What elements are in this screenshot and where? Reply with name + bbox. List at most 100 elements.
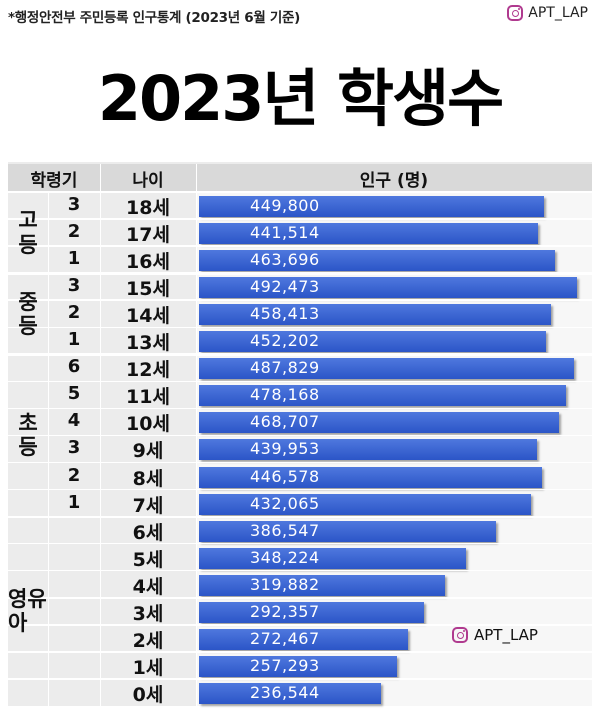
data-label: 458,413: [250, 304, 320, 324]
watermark-label: APT_LAP: [474, 626, 538, 644]
age-label: 12세: [126, 359, 170, 382]
group-label-char: 등: [18, 313, 38, 338]
age-label: 6세: [132, 521, 164, 544]
data-label: 386,547: [250, 520, 320, 540]
grade-label: 6: [67, 356, 81, 378]
table-header-background: [8, 164, 592, 191]
data-bar: [199, 385, 567, 407]
age-label: 3세: [132, 602, 164, 625]
data-bar: [199, 304, 552, 326]
age-label: 9세: [132, 440, 164, 463]
row-divider: [8, 542, 592, 545]
grade-label: 5: [67, 383, 81, 405]
data-bar: [199, 196, 545, 217]
age-label: 4세: [132, 575, 164, 598]
data-label: 446,578: [250, 466, 320, 486]
data-label: 478,168: [250, 385, 320, 405]
data-label: 468,707: [250, 412, 320, 432]
row-divider: [8, 191, 592, 193]
age-label: 13세: [126, 332, 170, 355]
group-label-char: 등: [18, 232, 38, 257]
row-divider: [8, 624, 592, 626]
data-label: 257,293: [250, 655, 320, 675]
data-label: 292,357: [250, 601, 320, 621]
age-label: 8세: [132, 467, 164, 490]
header-population: 인구 (명): [359, 171, 429, 191]
group-label-char: 중: [18, 289, 38, 314]
group-label-char: 영유아: [8, 587, 47, 636]
age-label: 14세: [126, 305, 170, 328]
age-label: 2세: [132, 629, 164, 652]
row-divider: [8, 434, 592, 437]
header-school-stage: 학령기: [30, 171, 78, 191]
data-bar: [199, 574, 445, 596]
group-label-char: 등: [18, 435, 38, 460]
header-age: 나이: [132, 171, 164, 191]
data-bar: [199, 439, 537, 461]
data-label: 319,882: [250, 574, 320, 594]
data-bar: [199, 250, 556, 272]
instagram-icon: [452, 627, 468, 643]
data-label: 452,202: [250, 331, 320, 351]
group-divider: [8, 272, 592, 275]
row-divider: [8, 461, 592, 464]
row-divider: [8, 488, 592, 491]
age-label: 5세: [132, 548, 164, 571]
row-divider: [8, 380, 592, 383]
data-label: 463,696: [250, 250, 320, 270]
age-label: 11세: [126, 386, 170, 409]
age-label: 16세: [126, 251, 170, 274]
group-label-char: 고: [18, 208, 38, 233]
source-note: *행정안전부 주민등록 인구통계 (2023년 6월 기준): [8, 10, 301, 26]
watermark-top: APT_LAP: [507, 5, 588, 21]
grade-label: 3: [67, 437, 81, 459]
age-label: 1세: [132, 656, 164, 679]
data-label: 492,473: [250, 277, 320, 297]
data-bar: [199, 547, 467, 569]
data-bar: [199, 223, 539, 245]
age-label: 17세: [126, 224, 170, 247]
chart-title: 2023년 학생수: [97, 62, 504, 135]
grade-label: 3: [67, 194, 81, 215]
data-label: 272,467: [250, 628, 320, 648]
data-bar: [199, 412, 559, 434]
data-label: 441,514: [250, 223, 320, 243]
row-divider: [8, 407, 592, 410]
data-bar: [199, 466, 542, 488]
grade-label: 2: [67, 221, 81, 243]
data-bar: [199, 277, 578, 299]
age-label: 7세: [132, 494, 164, 517]
data-bar: [199, 520, 496, 542]
row-divider: [8, 218, 592, 220]
row-divider: [8, 299, 592, 301]
grade-label: 3: [67, 275, 81, 297]
row-divider: [8, 597, 592, 599]
data-bar: [199, 331, 547, 353]
data-bar: [199, 628, 409, 650]
row-divider: [8, 651, 592, 653]
row-divider: [8, 569, 592, 572]
age-label: 0세: [132, 683, 164, 706]
instagram-icon: [507, 5, 524, 21]
data-label: 348,224: [250, 547, 320, 567]
data-bar: [199, 682, 381, 704]
group-label: 영유아: [8, 517, 48, 706]
group-label-char: 초: [18, 411, 38, 436]
group-divider: [8, 515, 592, 519]
group-divider: [8, 353, 592, 356]
age-label: 18세: [126, 197, 170, 219]
grade-label: 2: [67, 302, 81, 324]
row-divider: [8, 326, 592, 328]
column-divider: [48, 192, 49, 706]
data-bar: [199, 655, 397, 677]
data-label: 449,800: [250, 196, 320, 215]
grade-label: 1: [67, 248, 81, 270]
grade-label: 1: [67, 491, 81, 513]
grade-label: 2: [67, 464, 81, 486]
data-bar: [199, 358, 574, 380]
watermark-chart: APT_LAP: [452, 626, 538, 644]
age-label: 10세: [126, 413, 170, 436]
row-divider: [8, 245, 592, 247]
